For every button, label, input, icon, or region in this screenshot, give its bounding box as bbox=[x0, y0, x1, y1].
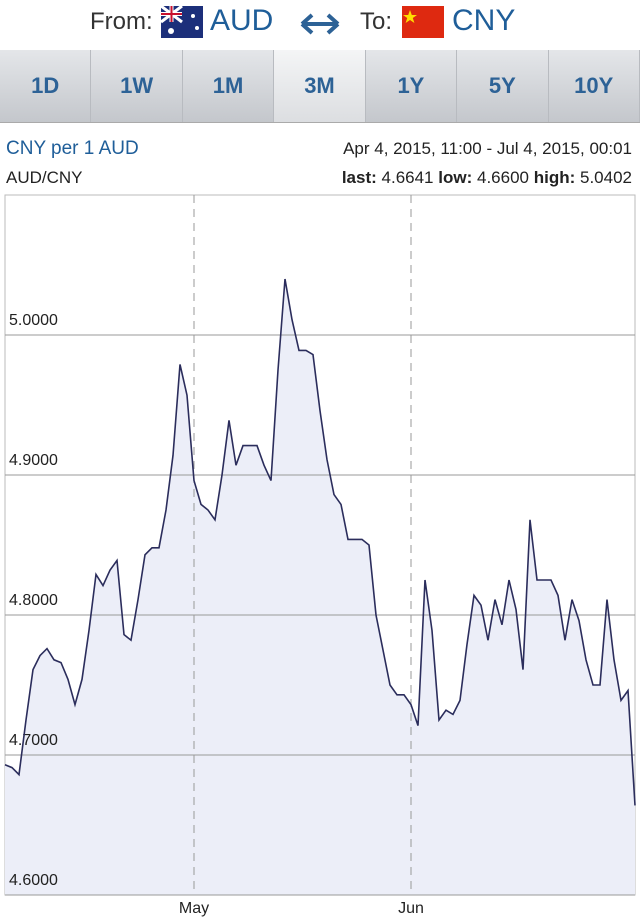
pair: AUD/CNY bbox=[6, 168, 83, 187]
swap-arrow[interactable] bbox=[298, 12, 342, 36]
x-tick-label: Jun bbox=[398, 900, 424, 917]
to-currency[interactable]: CNY bbox=[452, 4, 516, 37]
range-tab[interactable]: 1Y bbox=[366, 50, 458, 122]
line bbox=[4, 278, 636, 806]
high: 5.0402 bbox=[580, 168, 632, 187]
last-label: last: bbox=[341, 168, 377, 187]
range-tab[interactable]: 3M bbox=[274, 50, 366, 122]
last: 4.6641 bbox=[381, 168, 434, 187]
flag-cn bbox=[402, 6, 444, 38]
header: From: AUD To: CNY bbox=[0, 0, 640, 50]
chart-title: CNY per 1 AUD bbox=[6, 138, 139, 159]
range-tab[interactable]: 1M bbox=[183, 50, 275, 122]
stats: last: 4.6641 low: 4.6600 high: 5.0402 bbox=[342, 168, 632, 188]
y-tick-label: 4.6000 bbox=[9, 872, 58, 889]
high-label: high: bbox=[533, 168, 576, 187]
y-tick-label: 4.7000 bbox=[9, 732, 58, 749]
range-tab[interactable]: 1W bbox=[91, 50, 183, 122]
range-tab[interactable]: 1D bbox=[0, 50, 92, 122]
from-label: From: bbox=[90, 8, 153, 35]
date-range: Apr 4, 2015, 11:00 - Jul 4, 2015, 00:01 bbox=[343, 139, 632, 158]
low: 4.6600 bbox=[476, 168, 529, 187]
low-label: low: bbox=[438, 168, 473, 187]
y-tick-label: 4.8000 bbox=[9, 592, 58, 609]
range-tabs: 1D 1W 1M 3M 1Y 5Y 10Y bbox=[0, 50, 640, 123]
x-tick-label: May bbox=[179, 900, 209, 917]
y-tick-label: 5.0000 bbox=[9, 312, 58, 329]
range-tab[interactable]: 5Y bbox=[457, 50, 549, 122]
range-tab[interactable]: 10Y bbox=[549, 50, 640, 122]
from-currency[interactable]: AUD bbox=[210, 4, 274, 37]
to-label: To: bbox=[360, 8, 393, 35]
y-tick-label: 4.9000 bbox=[9, 452, 58, 469]
flag-au bbox=[161, 6, 203, 38]
area bbox=[5, 279, 635, 895]
